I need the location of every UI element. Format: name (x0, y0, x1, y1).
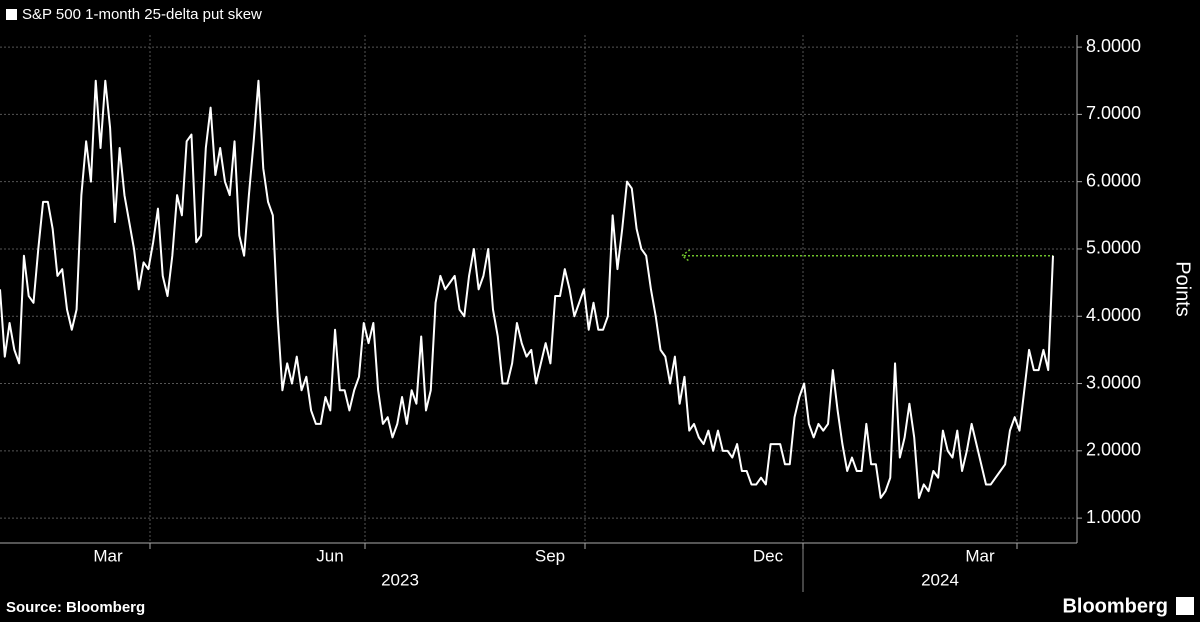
legend-swatch (6, 9, 17, 20)
y-tick-label: 7.0000 (1086, 103, 1141, 123)
x-tick-label: Mar (965, 546, 995, 565)
line-series (0, 79, 1054, 499)
x-tick-label: Mar (93, 546, 123, 565)
annotation-arrowhead (680, 249, 691, 263)
y-tick-label: 8.0000 (1086, 36, 1141, 56)
year-label: 2024 (921, 570, 959, 589)
y-tick-label: 2.0000 (1086, 440, 1141, 460)
x-tick-label: Jun (316, 546, 343, 565)
year-label: 2023 (381, 570, 419, 589)
y-axis-label: Points (1172, 261, 1194, 317)
y-tick-label: 1.0000 (1086, 507, 1141, 527)
brand: Bloomberg (1062, 595, 1168, 617)
x-tick-label: Dec (753, 546, 784, 565)
y-tick-label: 4.0000 (1086, 305, 1141, 325)
y-tick-label: 3.0000 (1086, 372, 1141, 392)
brand-icon (1176, 597, 1194, 615)
source: Source: Bloomberg (6, 599, 145, 616)
y-tick-label: 5.0000 (1086, 238, 1141, 258)
y-tick-label: 6.0000 (1086, 170, 1141, 190)
legend-label: S&P 500 1-month 25-delta put skew (22, 6, 262, 23)
x-tick-label: Sep (535, 546, 565, 565)
